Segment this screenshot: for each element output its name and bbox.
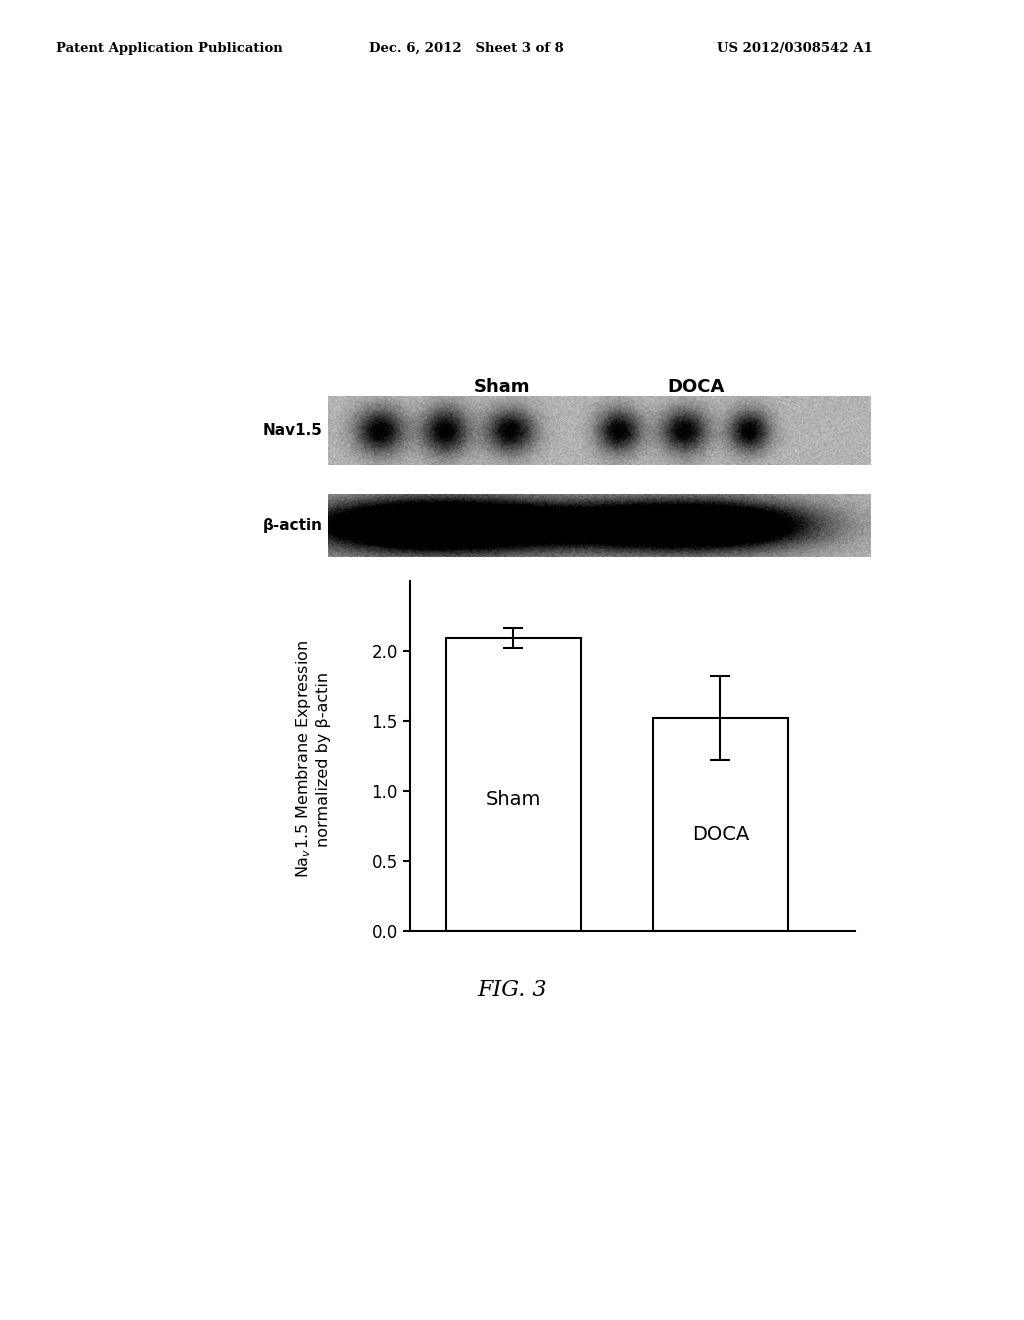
Text: Dec. 6, 2012   Sheet 3 of 8: Dec. 6, 2012 Sheet 3 of 8	[369, 42, 563, 55]
Text: US 2012/0308542 A1: US 2012/0308542 A1	[717, 42, 872, 55]
Text: Sham: Sham	[485, 789, 541, 809]
Text: DOCA: DOCA	[692, 825, 749, 845]
Text: Na$_v$1.5 Membrane Expression
normalized by β-actin: Na$_v$1.5 Membrane Expression normalized…	[294, 640, 331, 878]
Text: β-actin: β-actin	[262, 517, 323, 533]
Text: FIG. 3: FIG. 3	[477, 979, 547, 1002]
Text: Patent Application Publication: Patent Application Publication	[56, 42, 283, 55]
Bar	[653, 718, 787, 931]
Bar	[445, 638, 581, 931]
Text: Sham: Sham	[473, 378, 530, 396]
Text: DOCA: DOCA	[668, 378, 725, 396]
Text: Nav1.5: Nav1.5	[263, 422, 323, 438]
